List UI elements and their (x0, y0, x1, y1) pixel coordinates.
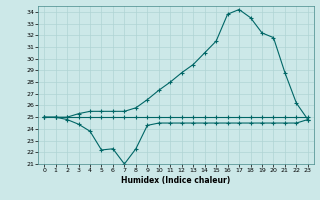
X-axis label: Humidex (Indice chaleur): Humidex (Indice chaleur) (121, 176, 231, 185)
